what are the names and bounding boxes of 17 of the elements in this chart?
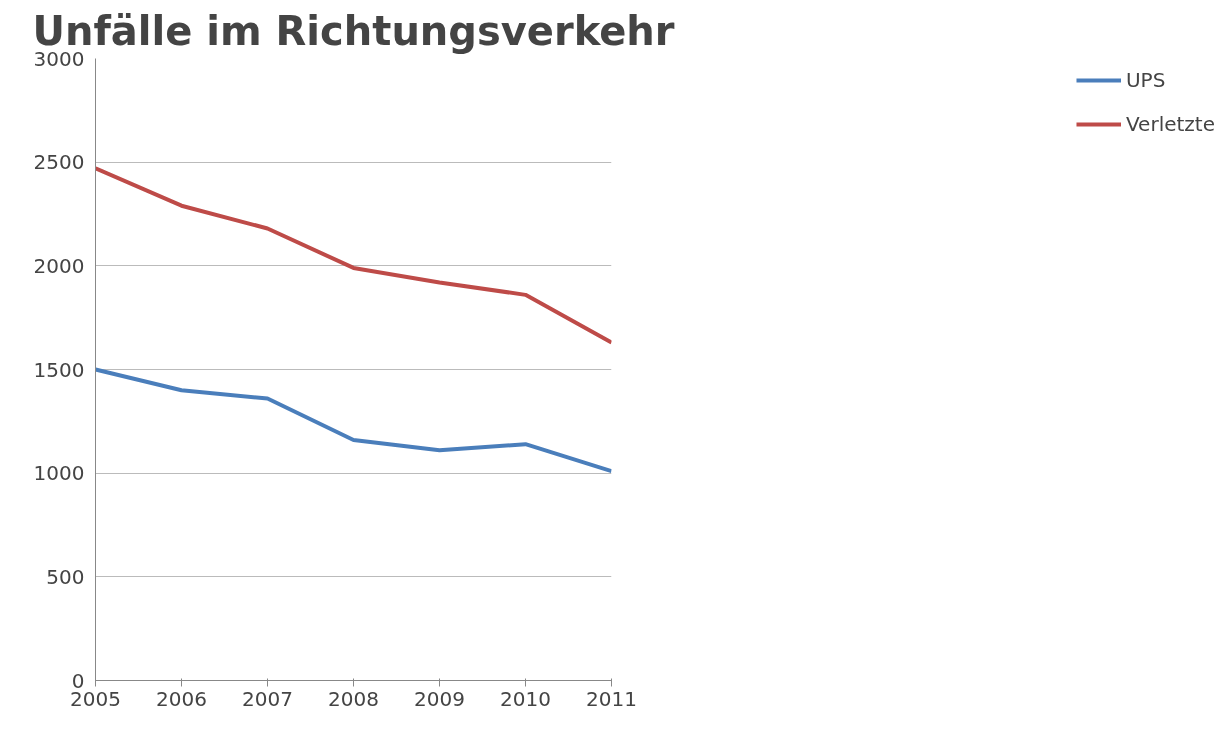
y-tick-label: 3000 <box>33 46 85 71</box>
y-tick-label: 500 <box>46 564 85 589</box>
y-tick-label: 1500 <box>33 357 85 382</box>
y-tick-label: 1000 <box>33 461 85 486</box>
x-tick-label: 2006 <box>156 686 207 711</box>
x-tick-label: 2008 <box>328 686 379 711</box>
y-tick-label: 2000 <box>33 253 85 278</box>
line-series <box>95 367 612 474</box>
y-tick-label: 0 <box>71 668 85 693</box>
x-tick-label: 2007 <box>242 686 293 711</box>
y-tick-label: 2500 <box>33 150 85 175</box>
x-tick-label: 2011 <box>586 686 637 711</box>
x-tick-label: 2009 <box>414 686 465 711</box>
legend-label: Verletzte <box>1125 112 1215 136</box>
legend-label: UPS <box>1125 68 1166 92</box>
x-tick-label: 2010 <box>500 686 551 711</box>
line-series <box>95 166 612 345</box>
